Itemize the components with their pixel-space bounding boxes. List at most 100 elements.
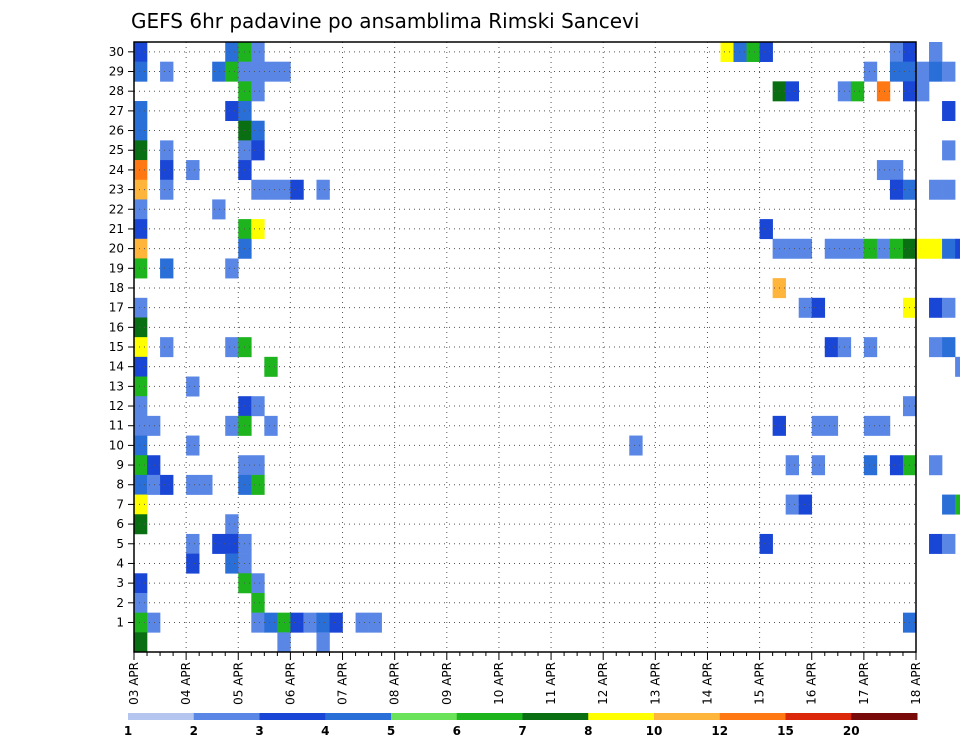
heatmap-cell xyxy=(251,140,265,161)
y-tick-label: 22 xyxy=(109,202,124,216)
heatmap-cell xyxy=(942,337,956,358)
heatmap-cell xyxy=(134,474,148,495)
heatmap-cell xyxy=(134,101,148,122)
heatmap-cell xyxy=(160,160,174,181)
heatmap-cell xyxy=(251,592,265,613)
heatmap-cell xyxy=(251,219,265,240)
heatmap-cell xyxy=(889,160,904,181)
heatmap-cell xyxy=(134,42,148,62)
heatmap-cell xyxy=(225,101,239,122)
heatmap-cell xyxy=(225,533,239,554)
heatmap-cell xyxy=(225,42,239,62)
heatmap-cell xyxy=(733,42,747,62)
heatmap-cell xyxy=(134,455,148,476)
heatmap-cell xyxy=(746,42,760,62)
heatmap-cell xyxy=(955,494,960,515)
colorbar-swatch xyxy=(193,713,260,720)
y-tick-label: 2 xyxy=(116,596,124,610)
x-tick-label: 15 APR xyxy=(753,662,767,705)
y-tick-label: 16 xyxy=(109,320,124,334)
x-tick-label: 11 APR xyxy=(544,662,558,705)
heatmap-cell xyxy=(186,376,200,397)
heatmap-cell xyxy=(134,297,148,318)
y-tick-label: 6 xyxy=(116,517,124,531)
heatmap-cell xyxy=(186,553,200,574)
heatmap-cell xyxy=(225,415,239,436)
colorbar-swatch xyxy=(588,713,655,720)
heatmap-cell xyxy=(355,612,369,633)
colorbar-label: 4 xyxy=(321,724,329,738)
colorbar-swatch xyxy=(785,713,852,720)
y-tick-label: 12 xyxy=(109,399,124,413)
heatmap-cell xyxy=(368,612,382,633)
heatmap-cell xyxy=(785,81,799,102)
y-tick-label: 5 xyxy=(116,537,124,551)
heatmap-cell xyxy=(134,376,148,397)
y-tick-label: 24 xyxy=(109,163,124,177)
x-tick-label: 03 APR xyxy=(127,662,141,705)
heatmap-cell xyxy=(134,238,148,259)
heatmap-cell xyxy=(785,238,799,259)
heatmap-cell xyxy=(889,61,904,82)
x-tick-label: 05 APR xyxy=(231,662,245,705)
colorbar-label: 10 xyxy=(646,724,663,738)
heatmap-cell xyxy=(942,494,956,515)
heatmap-cell xyxy=(160,474,174,495)
heatmap-cell xyxy=(264,179,278,200)
heatmap-cell xyxy=(824,238,839,259)
y-tick-label: 28 xyxy=(109,84,124,98)
y-tick-label: 10 xyxy=(109,438,124,452)
heatmap-cell xyxy=(251,120,265,141)
heatmap-cell xyxy=(134,219,148,240)
colorbar-swatch xyxy=(654,713,721,720)
heatmap-cell xyxy=(942,140,956,161)
colorbar-label: 3 xyxy=(255,724,263,738)
heatmap-cell xyxy=(134,396,148,417)
heatmap-cell xyxy=(316,179,330,200)
heatmap-cell xyxy=(134,337,148,358)
heatmap-cell xyxy=(134,514,148,535)
heatmap-cell xyxy=(264,61,278,82)
heatmap-cell xyxy=(225,337,239,358)
y-tick-label: 23 xyxy=(109,183,124,197)
heatmap-cell xyxy=(863,61,878,82)
heatmap-cell xyxy=(942,238,956,259)
heatmap-cell xyxy=(264,415,278,436)
heatmap-cell xyxy=(264,612,278,633)
heatmap-cell xyxy=(147,612,161,633)
y-tick-label: 29 xyxy=(109,65,124,79)
heatmap-cell xyxy=(134,632,148,653)
heatmap-cell xyxy=(942,101,956,122)
heatmap-cell xyxy=(785,455,799,476)
heatmap-cell xyxy=(863,415,878,436)
colorbar-label: 8 xyxy=(584,724,592,738)
heatmap-cell xyxy=(942,297,956,318)
heatmap-cell xyxy=(759,533,773,554)
heatmap-cell xyxy=(629,435,643,456)
colorbar-swatch xyxy=(522,713,589,720)
heatmap-cell xyxy=(929,179,943,200)
heatmap-cell xyxy=(811,415,826,436)
x-tick-label: 14 APR xyxy=(700,662,714,705)
y-tick-label: 11 xyxy=(109,419,124,433)
heatmap-cell xyxy=(212,533,226,554)
heatmap-cell xyxy=(225,61,239,82)
y-tick-label: 18 xyxy=(109,281,124,295)
heatmap-cell xyxy=(134,61,148,82)
heatmap-cell xyxy=(798,238,813,259)
heatmap-cell xyxy=(929,337,943,358)
heatmap-cell xyxy=(850,81,865,102)
heatmap-cell xyxy=(916,81,930,102)
heatmap-cells xyxy=(134,42,960,653)
heatmap-cell xyxy=(251,396,265,417)
heatmap-cell xyxy=(251,474,265,495)
y-tick-label: 19 xyxy=(109,261,124,275)
heatmap-cell xyxy=(916,61,930,82)
heatmap-cell xyxy=(134,258,148,279)
heatmap-cell xyxy=(251,42,265,62)
colorbar-swatch xyxy=(391,713,458,720)
heatmap-cell xyxy=(212,199,226,220)
colorbar-swatch xyxy=(259,713,326,720)
colorbar-label: 15 xyxy=(777,724,794,738)
x-tick-label: 06 APR xyxy=(283,662,297,705)
